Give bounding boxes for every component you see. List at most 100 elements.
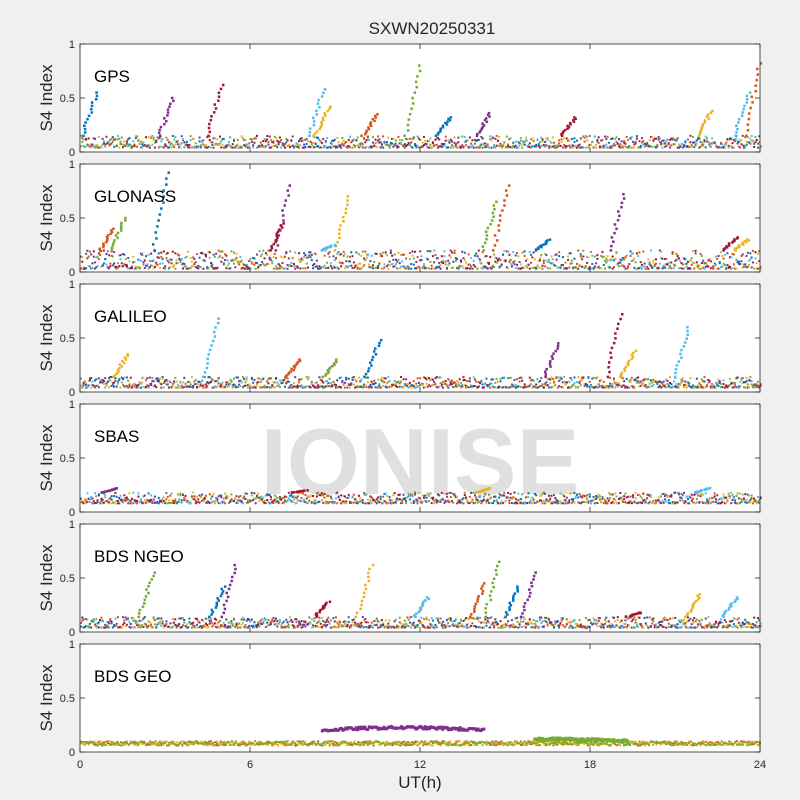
data-point: [517, 141, 520, 144]
scintillation-peak: [606, 312, 624, 379]
data-point: [429, 492, 432, 495]
data-point: [518, 502, 521, 505]
data-point: [179, 494, 182, 497]
data-point: [389, 141, 392, 144]
data-point: [417, 146, 420, 149]
data-point: [349, 384, 352, 387]
data-point: [539, 384, 541, 387]
data-point: [83, 267, 86, 270]
data-point: [646, 143, 649, 146]
data-point: [601, 256, 604, 259]
data-point: [465, 267, 468, 270]
data-point: [272, 385, 275, 388]
data-point: [85, 383, 88, 386]
data-point: [142, 144, 145, 147]
data-point: [535, 143, 538, 146]
data-point: [94, 379, 97, 382]
data-point: [632, 140, 635, 143]
data-point: [104, 145, 107, 148]
data-point: [505, 135, 508, 138]
peak-point: [115, 486, 118, 490]
data-point: [489, 255, 492, 258]
data-point: [606, 135, 609, 138]
data-point: [728, 383, 731, 386]
data-point: [717, 378, 720, 381]
data-point: [415, 500, 418, 503]
data-point: [324, 140, 327, 143]
data-point: [541, 138, 544, 141]
data-point: [201, 379, 204, 382]
data-point: [484, 142, 487, 145]
data-point: [170, 501, 173, 504]
data-point: [521, 376, 524, 379]
peak-point: [745, 238, 749, 241]
data-point: [415, 498, 418, 501]
data-point: [284, 495, 286, 498]
data-point: [142, 263, 145, 266]
data-point: [442, 145, 445, 148]
data-point: [118, 497, 121, 500]
data-point: [176, 140, 179, 143]
data-point: [437, 386, 439, 389]
data-point: [361, 266, 364, 269]
data-point: [751, 249, 754, 252]
data-point: [570, 144, 573, 147]
data-point: [377, 135, 380, 138]
data-point: [196, 266, 199, 269]
data-point: [258, 497, 261, 500]
data-point: [226, 496, 229, 499]
data-point: [174, 376, 177, 379]
data-point: [178, 146, 181, 149]
data-point: [433, 261, 436, 264]
data-point: [120, 381, 123, 384]
data-point: [759, 382, 762, 385]
data-point: [299, 267, 302, 270]
data-point: [499, 265, 502, 268]
data-point: [611, 144, 614, 147]
peak-point: [441, 124, 445, 128]
data-point: [695, 265, 698, 268]
data-point: [241, 137, 244, 140]
data-point: [82, 382, 85, 385]
data-point: [561, 502, 564, 505]
data-point: [95, 618, 98, 621]
data-point: [354, 264, 357, 267]
data-point: [618, 138, 621, 141]
peak-point: [333, 363, 336, 367]
peak-point: [275, 234, 278, 238]
data-point: [287, 386, 290, 389]
data-point: [292, 495, 295, 498]
data-point: [137, 495, 140, 498]
data-point: [331, 267, 334, 270]
peak-point: [610, 356, 613, 359]
data-point: [253, 378, 256, 381]
data-point: [152, 139, 155, 142]
data-point: [522, 140, 525, 143]
data-point: [449, 249, 452, 252]
data-point: [736, 140, 739, 143]
data-point: [528, 142, 531, 145]
data-point: [88, 144, 91, 147]
data-point: [615, 136, 618, 139]
data-point: [263, 138, 266, 141]
peak-point: [544, 375, 547, 379]
data-point: [136, 385, 139, 388]
data-point: [245, 143, 248, 146]
data-point: [131, 497, 133, 500]
data-point: [656, 266, 659, 269]
data-point: [660, 143, 663, 146]
data-point: [318, 500, 321, 503]
data-point: [621, 384, 624, 387]
data-point: [661, 267, 664, 270]
data-point: [357, 385, 360, 388]
data-point: [146, 264, 149, 267]
data-point: [408, 494, 411, 497]
data-point: [152, 136, 155, 139]
data-point: [338, 499, 341, 502]
peak-point: [416, 75, 419, 78]
data-point: [345, 376, 348, 379]
peak-point: [540, 245, 543, 249]
data-point: [558, 385, 561, 388]
data-point: [542, 143, 545, 146]
data-point: [447, 499, 450, 502]
